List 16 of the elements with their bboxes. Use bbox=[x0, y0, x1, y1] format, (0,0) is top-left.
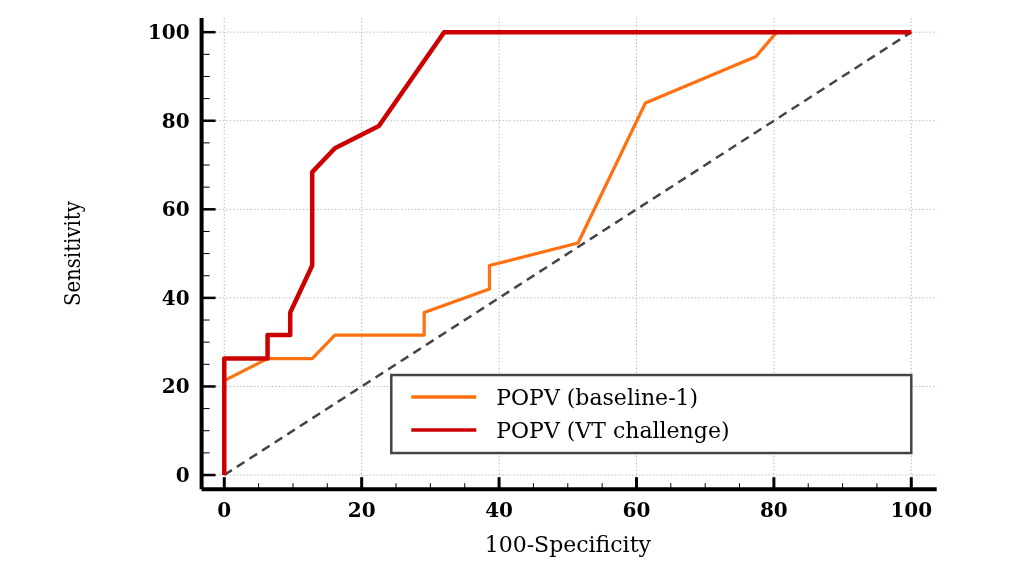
x-tick-label: 80 bbox=[759, 498, 788, 523]
y-tick-label: 0 bbox=[175, 463, 190, 488]
x-tick-label: 40 bbox=[485, 498, 513, 523]
x-tick-label: 100 bbox=[890, 498, 933, 523]
x-axis-title: 100-Specificity bbox=[484, 532, 652, 557]
y-tick-label: 20 bbox=[161, 374, 190, 399]
y-tick-label: 60 bbox=[161, 197, 190, 222]
y-tick-label: 40 bbox=[161, 285, 190, 310]
x-tick-label: 20 bbox=[347, 498, 376, 523]
legend-label: POPV (baseline-1) bbox=[496, 384, 699, 410]
y-tick-label: 100 bbox=[147, 20, 190, 45]
y-tick-label: 80 bbox=[161, 108, 190, 133]
x-tick-label: 0 bbox=[217, 498, 232, 523]
legend-label: POPV (VT challenge) bbox=[496, 417, 730, 443]
x-tick-label: 60 bbox=[622, 498, 651, 523]
y-axis-title: Sensitivity bbox=[60, 188, 85, 307]
